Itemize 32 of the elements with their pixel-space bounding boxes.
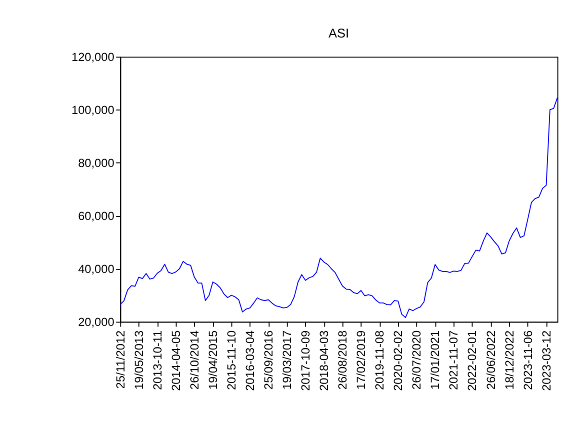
x-tick-label: 2020-02-02 <box>391 330 406 391</box>
chart-title: ASI <box>328 26 350 41</box>
x-tick-label: 19/03/2017 <box>280 330 294 390</box>
x-tick-label: 2019-11-08 <box>372 330 387 390</box>
x-tick-label: 2015-11-10 <box>224 330 238 390</box>
x-tick-label: 2013-10-11 <box>150 330 164 390</box>
x-tick-label: 2022-02-01 <box>465 330 480 391</box>
y-tick-label: 20,000 <box>78 314 115 329</box>
x-tick-label: 2021-11-07 <box>446 330 461 390</box>
line-series <box>120 97 558 318</box>
x-tick-label: 2017-10-09 <box>298 330 313 391</box>
x-tick-label: 2018-04-03 <box>317 330 332 391</box>
x-tick-label: 19/05/2013 <box>132 330 146 390</box>
x-tick-label: 26/06/2022 <box>484 330 498 390</box>
x-tick-label: 17/01/2021 <box>428 330 442 390</box>
x-tick-label: 18/12/2022 <box>502 330 516 390</box>
x-tick-label: 25/11/2012 <box>113 330 128 389</box>
x-tick-label: 19/04/2015 <box>206 330 220 390</box>
x-tick-label: 2023-11-06 <box>520 330 535 390</box>
y-tick-label: 120,000 <box>72 50 115 64</box>
y-tick-label: 40,000 <box>78 262 115 276</box>
x-tick-label: 26/10/2014 <box>187 330 202 390</box>
x-tick-label: 2023-03-12 <box>539 330 554 391</box>
x-tick-label: 2014-04-05 <box>168 330 183 391</box>
y-tick-label: 80,000 <box>78 156 115 170</box>
y-tick-label: 100,000 <box>72 102 115 117</box>
x-tick-label: 2016-03-04 <box>242 330 257 391</box>
x-tick-label: 25/09/2016 <box>261 330 276 390</box>
x-tick-label: 26/07/2020 <box>410 330 424 390</box>
x-tick-label: 17/02/2019 <box>354 330 368 390</box>
x-tick-label: 26/08/2018 <box>336 330 350 390</box>
y-tick-label: 60,000 <box>78 208 115 223</box>
